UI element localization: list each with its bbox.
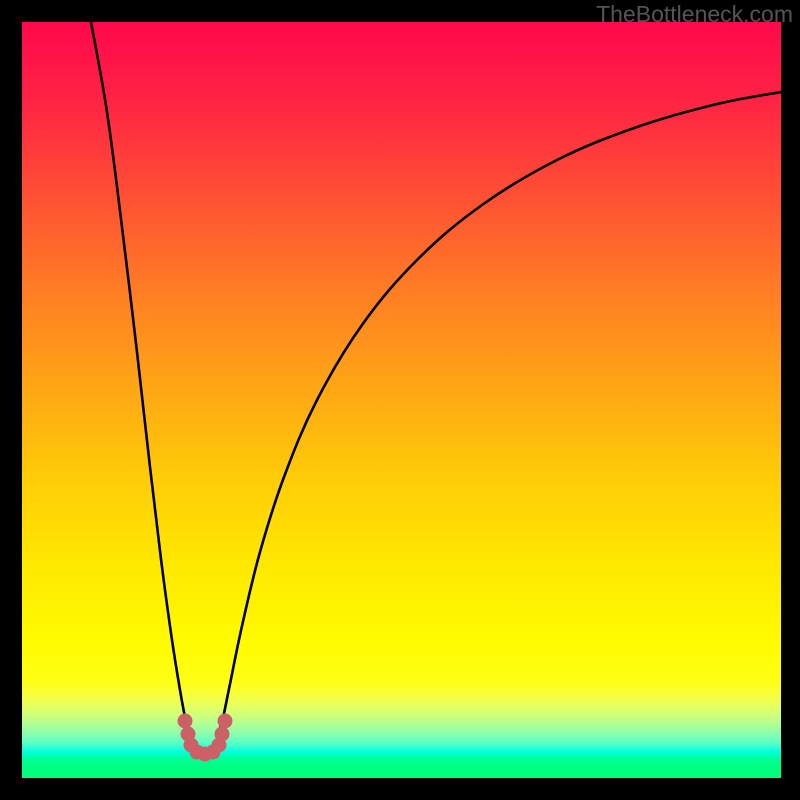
watermark-text: TheBottleneck.com (596, 1, 793, 28)
marker-cluster (178, 714, 232, 761)
marker-dot (215, 727, 229, 741)
curve-svg-layer (22, 22, 781, 778)
curve-left-branch (91, 22, 188, 728)
curve-right-branch (220, 92, 781, 728)
marker-dot (178, 714, 192, 728)
chart-plot-area (22, 22, 781, 778)
marker-dot (218, 714, 232, 728)
